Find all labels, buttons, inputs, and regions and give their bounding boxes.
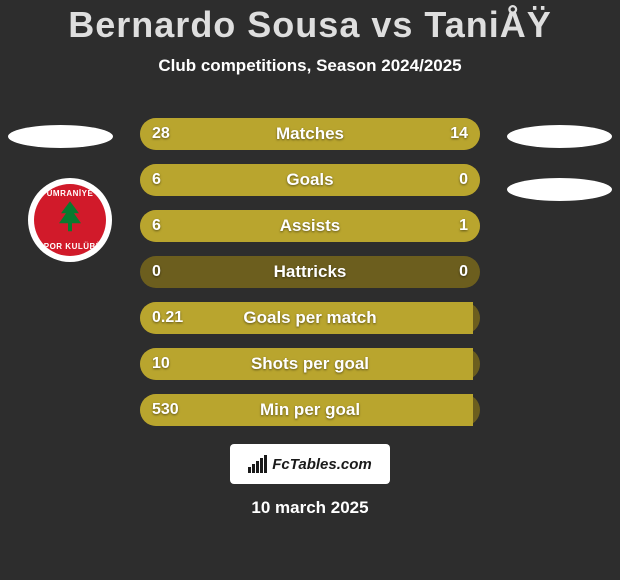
club-badge-text-top: ÜMRANİYE <box>34 189 106 198</box>
chart-bars-icon <box>248 455 268 473</box>
player-right-placeholder-icon <box>507 125 612 148</box>
club-badge-left: ÜMRANİYE SPOR KULÜBÜ <box>28 178 112 262</box>
player-left-placeholder-icon <box>8 125 113 148</box>
stat-label: Min per goal <box>140 394 480 426</box>
stat-value-right: 1 <box>459 210 468 242</box>
stat-row: Goals6 0 <box>140 164 480 196</box>
generated-date: 10 march 2025 <box>0 498 620 518</box>
stat-label: Goals <box>140 164 480 196</box>
stat-row: Hattricks0 0 <box>140 256 480 288</box>
tree-icon <box>57 201 83 235</box>
stat-row: Assists6 1 <box>140 210 480 242</box>
stat-label: Assists <box>140 210 480 242</box>
stat-value-left: 0 <box>152 256 161 288</box>
page-subtitle: Club competitions, Season 2024/2025 <box>0 56 620 76</box>
stat-label: Goals per match <box>140 302 480 334</box>
fctables-watermark: FcTables.com <box>230 444 390 484</box>
stat-value-left: 6 <box>152 164 161 196</box>
stat-row: Min per goal530 <box>140 394 480 426</box>
stat-row: Goals per match0.21 <box>140 302 480 334</box>
club-badge-text-bottom: SPOR KULÜBÜ <box>34 242 106 251</box>
stat-label: Matches <box>140 118 480 150</box>
page-title: Bernardo Sousa vs TaniÅŸ <box>0 0 620 46</box>
fctables-label: FcTables.com <box>272 456 371 473</box>
stat-value-left: 28 <box>152 118 170 150</box>
stat-value-right: 0 <box>459 256 468 288</box>
stat-row: Matches28 14 <box>140 118 480 150</box>
club-right-placeholder-icon <box>507 178 612 201</box>
stat-value-left: 0.21 <box>152 302 183 334</box>
stat-label: Shots per goal <box>140 348 480 380</box>
stat-label: Hattricks <box>140 256 480 288</box>
stat-value-left: 6 <box>152 210 161 242</box>
stat-value-left: 530 <box>152 394 179 426</box>
stat-value-right: 14 <box>450 118 468 150</box>
stat-row: Shots per goal10 <box>140 348 480 380</box>
comparison-bars: Matches2814Goals60Assists61Hattricks00Go… <box>140 118 480 440</box>
stat-value-left: 10 <box>152 348 170 380</box>
stat-value-right: 0 <box>459 164 468 196</box>
